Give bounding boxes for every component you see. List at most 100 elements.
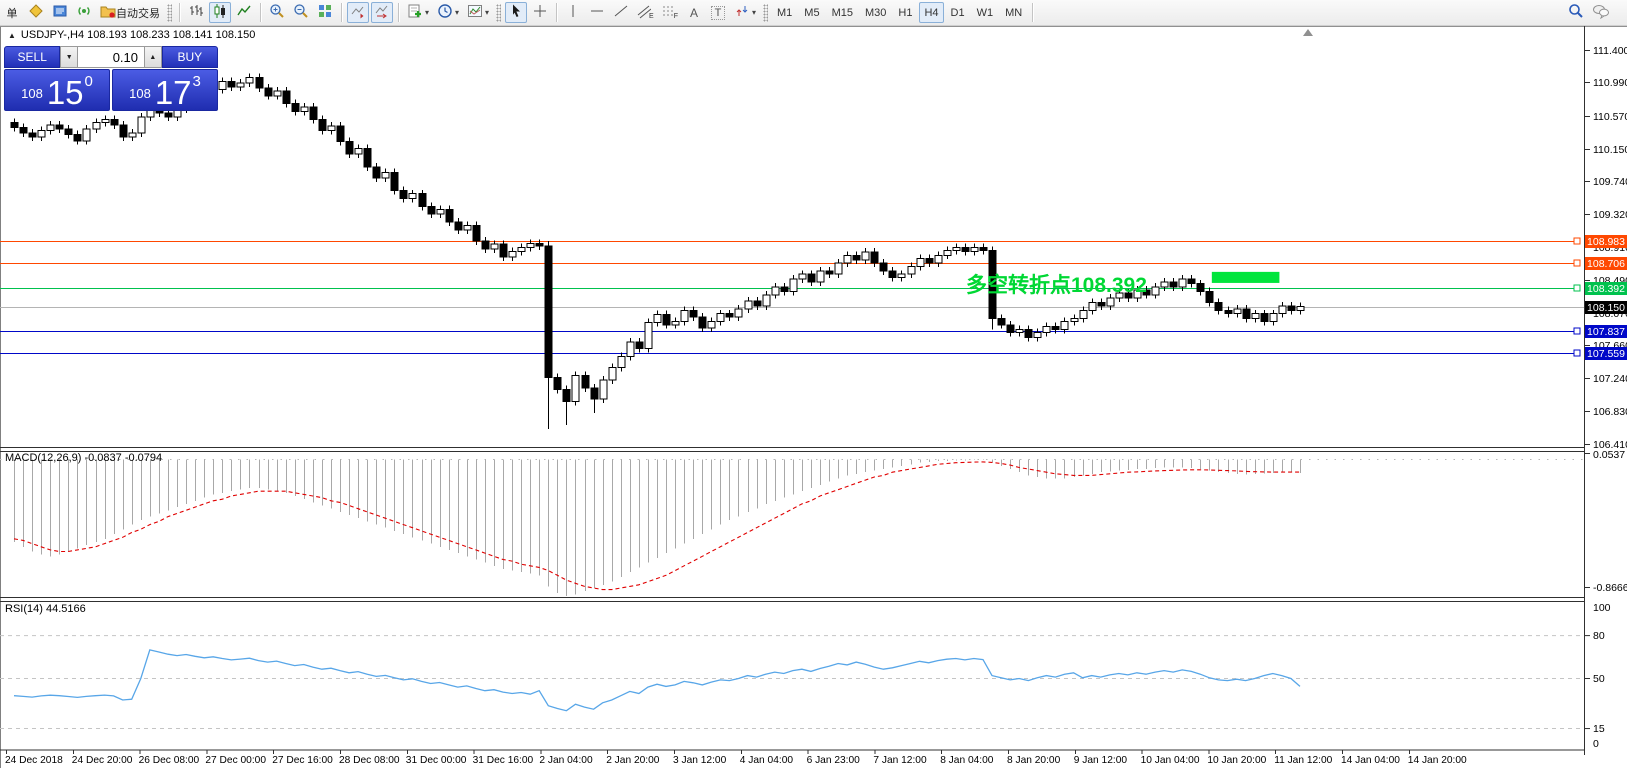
time-tick-label: 28 Dec 08:00 [339,755,400,766]
candle [245,77,254,84]
sell-price-box[interactable]: 108 15 0 [4,69,110,111]
auto-scroll-button[interactable] [347,2,369,23]
candlestick-mode-button[interactable] [209,2,231,23]
hline-handle[interactable] [1573,237,1581,245]
crosshair-tool-button[interactable] [529,2,551,23]
candle [1006,324,1015,334]
candle [499,243,508,258]
chart-window-title: ▲ USDJPY-,H4 108.193 108.233 108.141 108… [8,29,255,41]
candle [110,118,119,126]
text-tool-button[interactable]: A [683,2,705,23]
time-tick-label: 2 Jan 04:00 [539,755,593,766]
toolbar-grip[interactable] [496,3,502,22]
dropdown-arrow-icon: ▾ [485,8,490,17]
rsi-line [13,649,1301,712]
candle [327,125,336,132]
timeframe-h1-button[interactable]: H1 [898,6,913,19]
candle [10,122,19,128]
templates-button[interactable]: ▾ [464,2,492,23]
hline-handle[interactable] [1573,284,1581,292]
candle [1124,292,1133,299]
fibonacci-tool-button[interactable]: F [659,2,681,23]
zoom-out-button[interactable] [290,2,312,23]
dropdown-arrow-icon: ▾ [425,8,430,17]
new-order-label: 单 [6,7,18,20]
candle [164,112,173,118]
arrows-tool-button[interactable]: ▾ [731,2,759,23]
candle [997,317,1006,326]
timeframe-m30-button[interactable]: M30 [864,6,887,19]
time-tick-label: 24 Dec 2018 [5,755,63,766]
buy-price-box[interactable]: 108 17 3 [112,69,218,111]
price-badge-label: 108.150 [1587,302,1625,314]
toolbar-grip[interactable] [167,3,172,22]
candle [1187,278,1196,285]
timeframe-mn-button[interactable]: MN [1005,6,1023,19]
toolbar-separator [341,3,342,22]
chart-shift-marker[interactable] [1303,29,1313,36]
timeframe-m15-button[interactable]: M15 [831,6,853,19]
timeframe-m1-button[interactable]: M1 [777,6,793,19]
bar-chart-mode-button[interactable] [185,2,207,23]
candle [137,116,146,134]
toolbar-grip[interactable] [763,3,769,22]
candle [771,286,780,296]
timeframe-m5-button[interactable]: M5 [804,6,820,19]
periods-button[interactable]: ▾ [434,2,462,23]
candle [291,103,300,113]
volume-decrease-button[interactable]: ▼ [60,46,78,68]
cursor-icon [508,3,524,22]
autotrading-button[interactable]: 自动交易 [97,2,163,23]
candle [418,193,427,207]
new-chart-button[interactable]: ▾ [404,2,432,23]
chat-button[interactable] [1589,2,1613,23]
channel-icon [637,3,652,22]
zoom-out-icon [293,3,309,22]
data-window-button[interactable] [49,2,71,23]
chart-title-text: USDJPY-,H4 108.193 108.233 108.141 108.1… [20,29,256,41]
candle [544,245,553,379]
vertical-line-tool-button[interactable] [562,2,584,23]
channel-letter: E [649,12,654,20]
metaeditor-button[interactable] [25,2,47,23]
buy-price-pips: 17 [154,73,192,111]
timeframe-d1-button[interactable]: D1 [950,6,965,19]
candle [644,321,653,349]
chart-shift-button[interactable] [371,2,393,23]
text-label-tool-button[interactable]: T [707,2,729,23]
crosshair-icon [532,3,548,22]
volume-input[interactable] [78,46,144,68]
horizontal-line-tool-button[interactable] [586,2,608,23]
buy-button[interactable]: BUY [161,46,218,68]
candle [218,81,227,90]
channel-tool-button[interactable]: E [634,2,657,23]
indicator-axes: 0.0537 -0.8666 100 80 50 15 0 [1584,449,1627,750]
hline-handle[interactable] [1573,259,1581,267]
trendline-tool-button[interactable] [610,2,632,23]
collapse-panel-icon[interactable]: ▲ [8,30,16,40]
timeframe-w1-button[interactable]: W1 [976,6,994,19]
cursor-tool-button[interactable] [505,2,528,23]
highlight-rectangle-object[interactable] [1211,271,1280,283]
new-order-button[interactable]: 单 [1,2,23,23]
candle [680,310,689,323]
signals-button[interactable] [73,2,95,23]
candle [390,171,399,192]
pivot-annotation-text[interactable]: 多空转折点108.392 [966,274,1147,297]
template-icon [467,3,483,22]
candle [916,257,925,267]
zoom-in-button[interactable] [266,2,288,23]
candle [907,265,916,275]
candle [988,250,997,319]
hline-handle[interactable] [1573,327,1581,335]
tile-windows-button[interactable] [314,2,336,23]
search-button[interactable] [1565,2,1587,23]
volume-increase-button[interactable]: ▲ [144,46,162,68]
hline-handle[interactable] [1573,349,1581,357]
macd-axis-bottom: -0.8666 [1593,582,1627,594]
timeframe-h4-button[interactable]: H4 [919,2,944,23]
line-chart-mode-button[interactable] [233,2,255,23]
candle [1133,289,1142,299]
sell-button[interactable]: SELL [4,46,61,68]
